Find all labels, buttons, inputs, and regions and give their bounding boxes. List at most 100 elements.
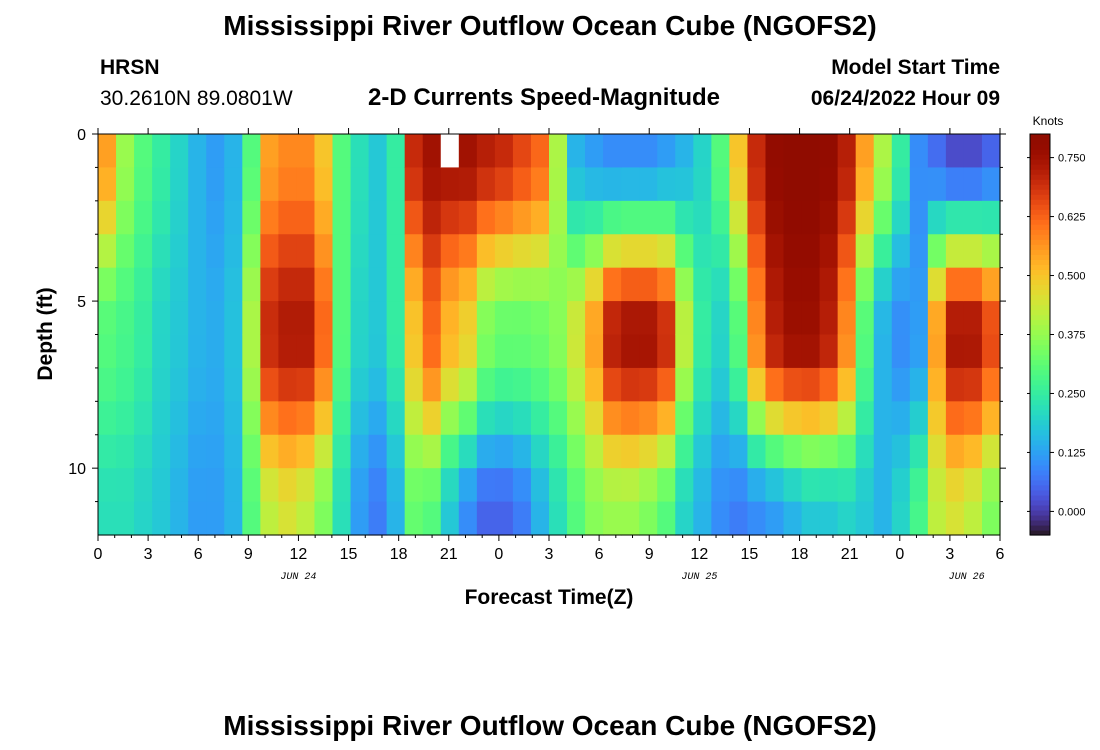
colorbar-tick-label: 0.375 [1058, 330, 1086, 342]
heatmap-cell [224, 501, 243, 536]
heatmap-cell [873, 200, 893, 235]
heatmap-cell [296, 301, 316, 336]
heatmap-cell [855, 367, 875, 402]
heatmap-cell [404, 367, 424, 402]
heatmap-cell [476, 434, 496, 469]
heatmap-cell [819, 200, 839, 235]
heatmap-cell [242, 134, 261, 169]
heatmap-cell [963, 334, 983, 369]
colorbar-segment [1030, 279, 1050, 285]
heatmap-cell [494, 501, 514, 536]
y-tick-label: 0 [77, 127, 86, 144]
colorbar-segment [1030, 499, 1050, 506]
heatmap-cell [711, 367, 730, 402]
x-tick-label: 6 [194, 546, 203, 563]
heatmap-cell [729, 134, 749, 169]
heatmap-cell [801, 501, 821, 536]
heatmap-cell [404, 434, 424, 469]
heatmap-cell [657, 167, 676, 202]
heatmap-cell [350, 334, 370, 369]
heatmap-cell [945, 167, 965, 202]
heatmap-cell [368, 401, 388, 436]
heatmap-cell [567, 167, 586, 202]
heatmap-cell [873, 334, 893, 369]
heatmap-cell [512, 134, 532, 169]
heatmap-cell [116, 434, 135, 469]
heatmap-cell [693, 334, 712, 369]
heatmap-cell [476, 501, 496, 536]
heatmap-cell [621, 468, 640, 503]
heatmap-cell [494, 167, 514, 202]
heatmap-cell [98, 267, 117, 302]
heatmap-cell [567, 468, 586, 503]
heatmap-cell [314, 234, 334, 269]
heatmap-cell [152, 401, 171, 436]
heatmap-cell [476, 401, 496, 436]
heatmap-cell [458, 468, 478, 503]
heatmap-cell [963, 367, 983, 402]
heatmap-cell [332, 501, 352, 536]
heatmap-cell [783, 434, 803, 469]
heatmap-cell [693, 434, 712, 469]
heatmap-cell [458, 234, 478, 269]
heatmap-cell [765, 267, 785, 302]
heatmap-cell [963, 200, 983, 235]
heatmap-cell [873, 367, 893, 402]
heatmap-cell [783, 501, 803, 536]
heatmap-cell [891, 501, 911, 536]
y-tick-label: 5 [77, 294, 86, 311]
colorbar-segment [1030, 439, 1050, 446]
heatmap-cell [458, 134, 478, 169]
heatmap-cell [350, 200, 370, 235]
heatmap-cell [422, 200, 442, 235]
heatmap-cell [98, 200, 117, 235]
heatmap-cell [512, 234, 532, 269]
heatmap-cell [98, 301, 117, 336]
heatmap-cell [494, 468, 514, 503]
heatmap-cell [170, 167, 189, 202]
heatmap-cell [134, 267, 153, 302]
heatmap-cell [693, 200, 712, 235]
heatmap-cell [855, 234, 875, 269]
heatmap-cell [224, 234, 243, 269]
heatmap-cell [765, 134, 785, 169]
heatmap-cell [873, 267, 893, 302]
heatmap-cell [386, 367, 406, 402]
heatmap-cell [386, 200, 406, 235]
colorbar-segment [1030, 194, 1050, 200]
heatmap-cell [494, 267, 514, 302]
heatmap-cell [549, 434, 568, 469]
heatmap-cell [422, 267, 442, 302]
heatmap-cell [422, 134, 442, 169]
x-tick-label: 15 [741, 546, 759, 563]
heatmap-cell [783, 234, 803, 269]
heatmap-cell [765, 434, 785, 469]
heatmap-cell [855, 134, 875, 169]
heatmap-cell [693, 167, 712, 202]
colorbar-segment [1030, 354, 1050, 361]
heatmap-cell [855, 301, 875, 336]
heatmap-cell [386, 134, 406, 169]
colorbar-segment [1030, 369, 1050, 376]
heatmap-cell [855, 267, 875, 302]
colorbar-segment [1030, 474, 1050, 481]
heatmap-cell [783, 134, 803, 169]
heatmap-cell [639, 167, 658, 202]
heatmap-cell [224, 367, 243, 402]
colorbar-segment [1030, 379, 1050, 386]
colorbar-segment [1030, 294, 1050, 301]
heatmap-cell [386, 401, 406, 436]
heatmap-cell [855, 200, 875, 235]
colorbar-segment [1030, 394, 1050, 401]
colorbar-segment [1030, 339, 1050, 346]
heatmap-cell [494, 334, 514, 369]
heatmap-cell [260, 167, 279, 202]
heatmap-cell [783, 200, 803, 235]
heatmap-cell [242, 334, 261, 369]
heatmap-cell [585, 167, 604, 202]
heatmap-cell [440, 501, 460, 536]
heatmap-cell [98, 468, 117, 503]
heatmap-cell [855, 468, 875, 503]
heatmap-cell [224, 267, 243, 302]
heatmap-cell [945, 367, 965, 402]
